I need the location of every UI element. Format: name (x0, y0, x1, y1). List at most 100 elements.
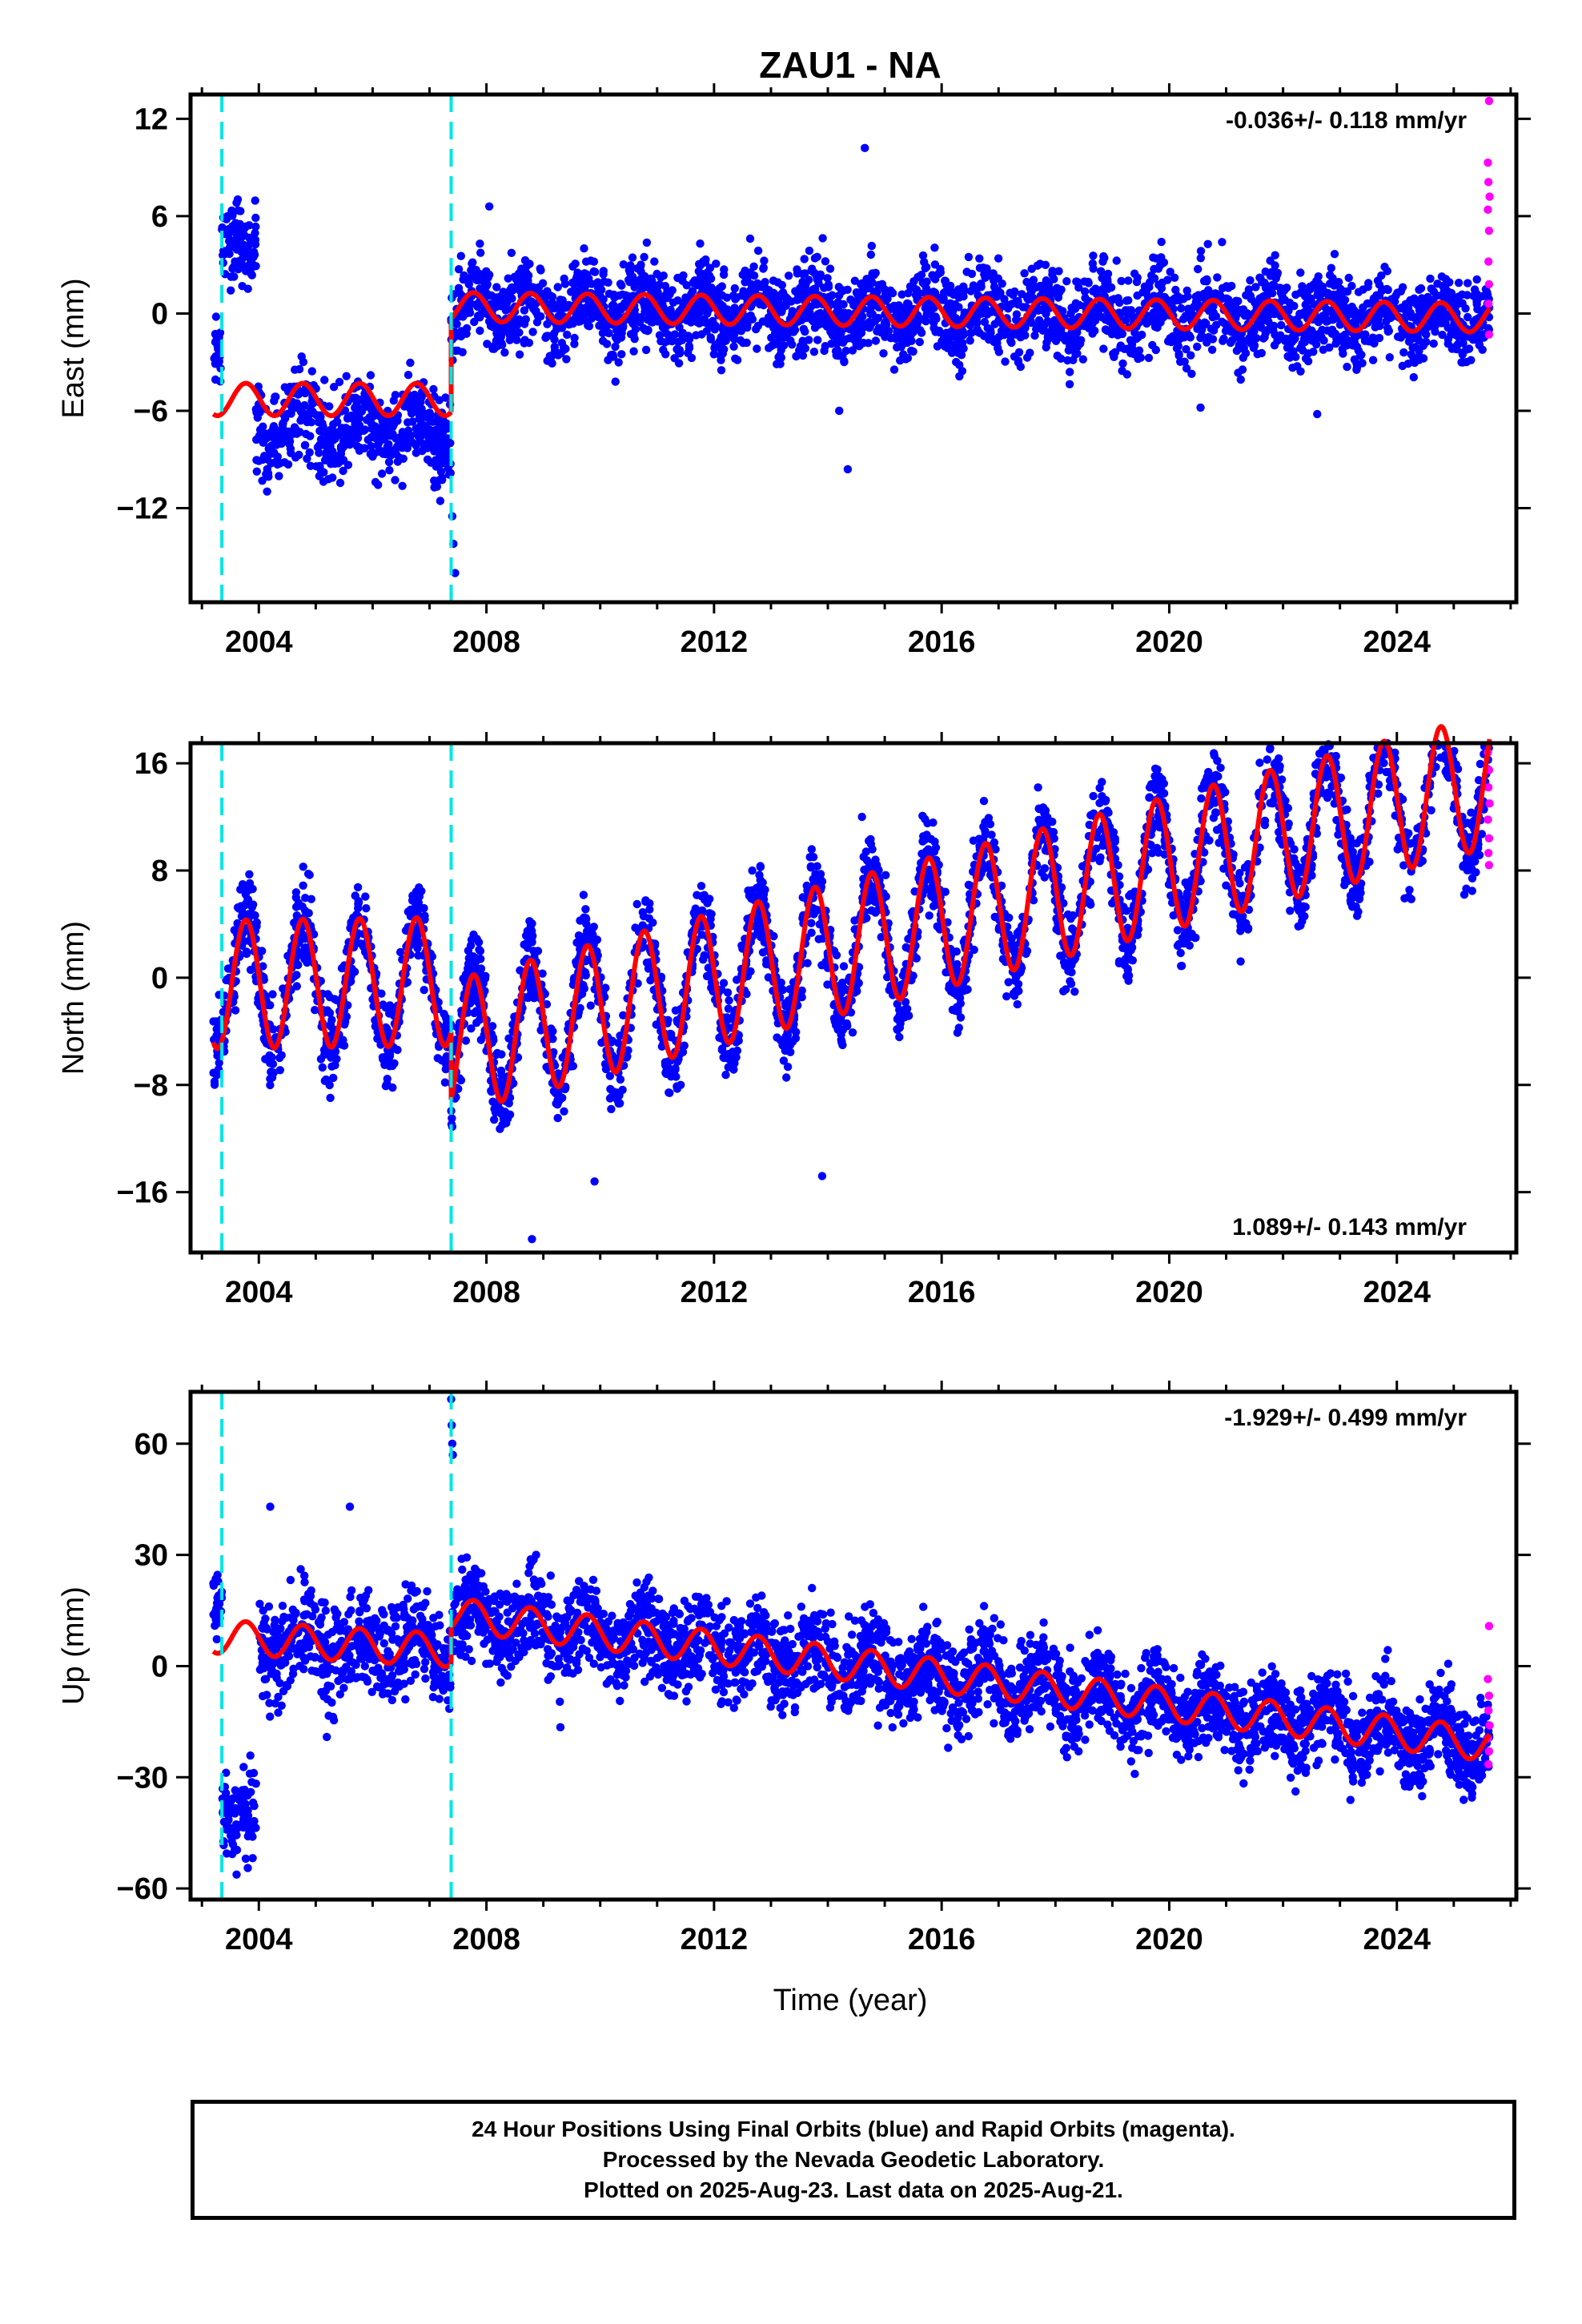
data-point (287, 448, 295, 457)
data-point (231, 1006, 240, 1015)
data-point (1110, 352, 1118, 361)
data-point (520, 320, 529, 328)
data-point (821, 257, 830, 266)
data-point (242, 949, 251, 959)
data-point (1018, 303, 1028, 312)
data-point (420, 440, 428, 448)
data-point (550, 335, 559, 344)
data-point (246, 250, 255, 259)
data-point (1441, 318, 1450, 327)
data-point (553, 283, 562, 292)
data-point (428, 428, 436, 438)
data-point (617, 350, 626, 359)
data-point (648, 276, 656, 285)
data-point (403, 444, 412, 452)
data-point (679, 271, 688, 280)
data-point (489, 299, 498, 308)
data-point (1090, 326, 1099, 336)
data-point (240, 223, 249, 233)
data-point (1326, 271, 1335, 279)
data-point (717, 366, 726, 375)
data-point (950, 300, 960, 309)
data-point (706, 333, 715, 342)
data-point (967, 269, 977, 279)
data-point (227, 206, 236, 215)
x-tick-label: 2004 (225, 625, 293, 659)
y-tick-label: −12 (117, 493, 168, 526)
data-point (464, 278, 473, 287)
data-point (306, 461, 315, 470)
data-point (609, 290, 618, 300)
data-point (378, 423, 387, 432)
data-point (899, 350, 908, 359)
data-point (859, 339, 868, 348)
data-point (630, 283, 639, 292)
data-point (650, 257, 659, 266)
data-point (1056, 354, 1066, 363)
data-point (994, 344, 1002, 352)
data-point (415, 414, 424, 423)
data-point (581, 257, 591, 266)
data-point (636, 313, 645, 322)
data-point (417, 404, 426, 413)
data-point (476, 270, 485, 279)
data-point (1066, 368, 1074, 376)
data-point (1196, 254, 1206, 263)
data-point (1475, 340, 1484, 349)
data-point (1454, 331, 1463, 340)
data-point (678, 328, 687, 337)
rapid-orbit-point (1484, 96, 1494, 106)
data-point (1409, 372, 1419, 382)
data-point (266, 1059, 275, 1068)
data-point (884, 327, 893, 336)
data-point (560, 343, 568, 352)
data-point (251, 213, 260, 223)
outlier-point (861, 143, 869, 153)
data-point (563, 330, 572, 340)
y-tick-label: 6 (151, 200, 168, 234)
data-point (330, 995, 339, 1003)
data-point (304, 411, 313, 420)
data-point (1158, 259, 1167, 267)
data-point (225, 249, 234, 259)
data-point (339, 1035, 347, 1044)
data-point (813, 310, 822, 319)
data-point (931, 328, 940, 336)
data-point (275, 459, 284, 468)
data-point (439, 451, 448, 460)
data-point (546, 355, 555, 364)
data-point (1203, 239, 1212, 248)
outlier-point (1313, 409, 1322, 419)
data-point (373, 441, 382, 450)
data-point (464, 305, 474, 314)
data-point (644, 326, 652, 335)
data-point (1458, 290, 1467, 299)
data-point (1170, 273, 1179, 282)
data-point (809, 285, 817, 294)
data-point (239, 231, 247, 241)
data-point (1179, 315, 1188, 324)
data-point (515, 350, 524, 359)
data-point (295, 364, 304, 374)
data-point (1464, 312, 1472, 322)
data-point (1104, 316, 1114, 326)
data-point (955, 292, 965, 301)
data-point (1065, 380, 1074, 388)
data-point (492, 283, 501, 292)
data-point (964, 252, 974, 262)
data-point (460, 271, 468, 280)
rapid-orbit-point (1484, 257, 1493, 266)
data-point (1114, 331, 1122, 340)
data-point (642, 238, 652, 247)
rapid-orbit-point (1484, 226, 1494, 235)
data-point (381, 449, 390, 459)
data-point (301, 388, 310, 398)
data-point (857, 328, 866, 337)
data-point (552, 325, 561, 334)
data-point (991, 287, 1000, 296)
data-point (412, 887, 421, 896)
data-point (251, 228, 259, 238)
data-point (313, 443, 323, 452)
